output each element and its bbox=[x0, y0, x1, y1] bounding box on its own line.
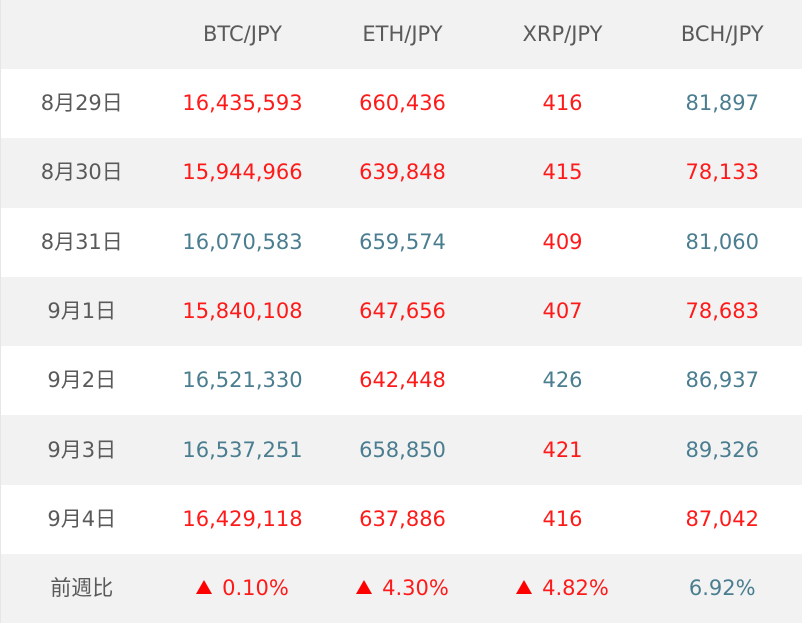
up-triangle-icon bbox=[356, 580, 373, 594]
weekly-change-bch: 6.92% bbox=[642, 554, 802, 623]
row-date: 9月2日 bbox=[0, 346, 163, 416]
price-cell-bch: 78,683 bbox=[642, 276, 802, 347]
price-cell-bch: 81,060 bbox=[642, 207, 802, 277]
price-cell-btc: 16,537,251 bbox=[162, 415, 323, 485]
price-cell-btc: 16,070,583 bbox=[162, 207, 323, 277]
price-cell-bch: 81,897 bbox=[642, 69, 802, 139]
price-cell-eth: 658,850 bbox=[322, 415, 483, 485]
header-eth-jpy: ETH/JPY bbox=[322, 0, 483, 69]
price-cell-xrp: 416 bbox=[482, 69, 643, 139]
price-cell-bch: 86,937 bbox=[642, 346, 802, 416]
weekly-change-row: 前週比 0.10% 4.30% 4.82% 6.92% bbox=[0, 554, 802, 623]
price-cell-bch: 87,042 bbox=[642, 484, 802, 554]
price-cell-btc: 16,521,330 bbox=[162, 346, 323, 416]
row-date: 8月31日 bbox=[0, 207, 163, 277]
price-cell-eth: 659,574 bbox=[322, 207, 483, 277]
price-cell-btc: 15,944,966 bbox=[162, 138, 323, 208]
header-btc-jpy: BTC/JPY bbox=[162, 0, 323, 69]
table-row: 9月3日 16,537,251 658,850 421 89,326 bbox=[0, 415, 802, 485]
table-row: 9月1日 15,840,108 647,656 407 78,683 bbox=[0, 276, 802, 347]
row-date: 9月4日 bbox=[0, 484, 163, 554]
weekly-change-value: 6.92% bbox=[688, 576, 756, 600]
weekly-change-value: 0.10% bbox=[222, 576, 289, 600]
table-header: BTC/JPY ETH/JPY XRP/JPY BCH/JPY bbox=[0, 0, 802, 69]
header-bch-jpy: BCH/JPY bbox=[642, 0, 802, 69]
weekly-change-value: 4.30% bbox=[382, 576, 449, 600]
price-cell-eth: 647,656 bbox=[322, 276, 483, 347]
price-cell-xrp: 421 bbox=[482, 415, 643, 485]
price-cell-btc: 15,840,108 bbox=[162, 276, 323, 347]
up-triangle-icon bbox=[516, 580, 533, 594]
weekly-change-eth: 4.30% bbox=[322, 554, 483, 623]
price-cell-eth: 637,886 bbox=[322, 484, 483, 554]
price-cell-btc: 16,435,593 bbox=[162, 69, 323, 139]
header-date-column bbox=[0, 0, 163, 69]
price-cell-xrp: 409 bbox=[482, 207, 643, 277]
price-cell-xrp: 426 bbox=[482, 346, 643, 416]
row-date: 8月29日 bbox=[0, 69, 163, 139]
table-row: 8月31日 16,070,583 659,574 409 81,060 bbox=[0, 207, 802, 277]
price-cell-eth: 639,848 bbox=[322, 138, 483, 208]
price-cell-btc: 16,429,118 bbox=[162, 484, 323, 554]
weekly-change-value: 4.82% bbox=[542, 576, 609, 600]
table-row: 9月2日 16,521,330 642,448 426 86,937 bbox=[0, 346, 802, 416]
price-cell-bch: 78,133 bbox=[642, 138, 802, 208]
row-date: 9月1日 bbox=[0, 276, 163, 347]
price-cell-bch: 89,326 bbox=[642, 415, 802, 485]
price-cell-eth: 660,436 bbox=[322, 69, 483, 139]
weekly-change-label: 前週比 bbox=[0, 554, 163, 623]
header-xrp-jpy: XRP/JPY bbox=[482, 0, 643, 69]
weekly-change-xrp: 4.82% bbox=[482, 554, 643, 623]
up-triangle-icon bbox=[196, 580, 213, 594]
weekly-change-btc: 0.10% bbox=[162, 554, 323, 623]
table-row: 8月30日 15,944,966 639,848 415 78,133 bbox=[0, 138, 802, 208]
table-row: 9月4日 16,429,118 637,886 416 87,042 bbox=[0, 484, 802, 554]
price-cell-xrp: 407 bbox=[482, 276, 643, 347]
price-cell-eth: 642,448 bbox=[322, 346, 483, 416]
row-date: 9月3日 bbox=[0, 415, 163, 485]
price-cell-xrp: 416 bbox=[482, 484, 643, 554]
price-cell-xrp: 415 bbox=[482, 138, 643, 208]
table-body: 8月29日 16,435,593 660,436 416 81,897 8月30日 15,9… bbox=[0, 69, 802, 554]
table-row: 8月29日 16,435,593 660,436 416 81,897 bbox=[0, 69, 802, 139]
header-row: BTC/JPY ETH/JPY XRP/JPY BCH/JPY bbox=[0, 0, 802, 69]
row-date: 8月30日 bbox=[0, 138, 163, 208]
table-footer: 前週比 0.10% 4.30% 4.82% 6.92% bbox=[0, 554, 802, 623]
